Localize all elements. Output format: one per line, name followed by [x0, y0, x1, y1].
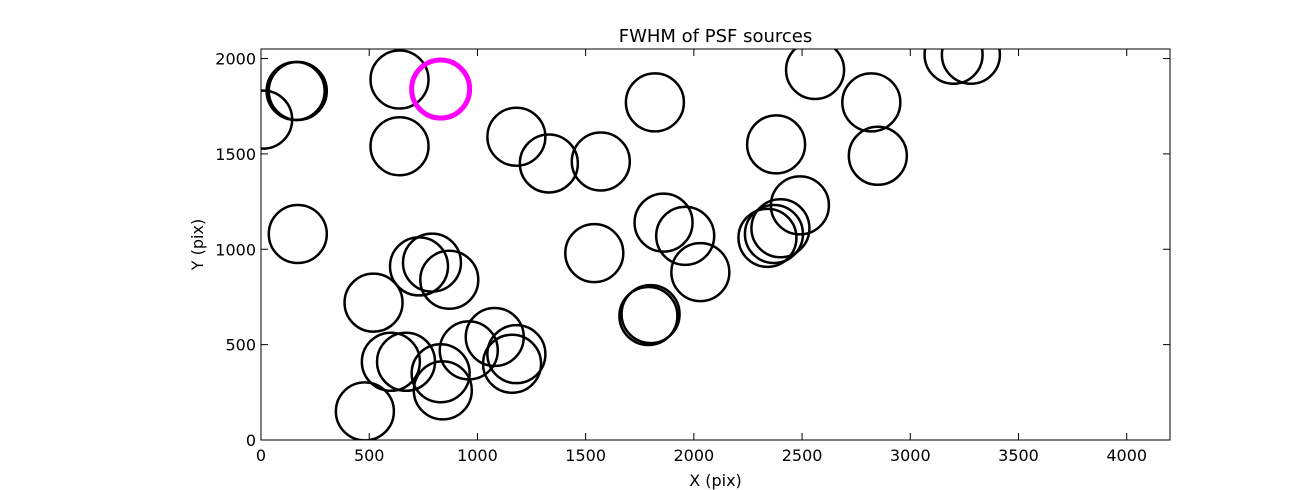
data-points-layer: [261, 49, 1002, 440]
data-point-circle: [750, 198, 811, 259]
x-tick-label: 2500: [782, 446, 823, 465]
data-point-circle: [618, 285, 679, 347]
data-point-circle: [486, 323, 547, 385]
y-tick-label: 1500: [215, 145, 256, 164]
y-tick-label: 2000: [215, 50, 256, 69]
x-tick-label: 0: [256, 446, 266, 465]
highlighted-data-point-circle: [409, 57, 473, 121]
data-point-circle: [670, 241, 731, 303]
data-point-circle: [737, 207, 798, 269]
x-axis-label: X (pix): [689, 471, 742, 490]
y-tick-label: 500: [225, 336, 256, 355]
data-point-circle: [267, 203, 329, 265]
data-point-circle: [743, 203, 805, 265]
data-point-circle: [564, 222, 625, 284]
data-point-circle: [620, 283, 681, 345]
data-point-circle: [745, 114, 807, 175]
x-tick-label: 3000: [890, 446, 931, 465]
x-tick-label: 500: [354, 446, 385, 465]
data-point-circle: [923, 49, 984, 85]
data-point-circle: [486, 106, 547, 167]
data-point-circle: [847, 125, 909, 187]
y-axis-label: Y (pix): [188, 219, 207, 271]
data-point-circle: [481, 333, 543, 394]
x-tick-label: 1500: [565, 446, 606, 465]
data-point-circle: [624, 72, 686, 133]
data-point-circle: [940, 49, 1002, 85]
y-tick-label: 0: [246, 431, 256, 450]
y-tick-label: 1000: [215, 240, 256, 259]
data-point-circle: [369, 49, 430, 110]
chart-title: FWHM of PSF sources: [619, 26, 813, 47]
plot-frame: [260, 48, 1171, 441]
data-point-circle: [334, 381, 396, 440]
data-point-circle: [784, 49, 846, 101]
axis-ticks-layer: 0 500 1000 1500 2000 2500 3000 3500 4000 0 500 1000…: [215, 49, 1170, 465]
x-tick-label: 3500: [998, 446, 1039, 465]
x-tick-label: 1000: [457, 446, 498, 465]
data-point-circle: [419, 249, 480, 311]
data-point-circle: [654, 205, 716, 267]
data-point-circle: [369, 116, 430, 177]
data-point-circle: [438, 320, 500, 381]
x-tick-label: 4000: [1106, 446, 1147, 465]
data-point-circle: [267, 60, 329, 122]
data-point-circle: [841, 72, 902, 133]
data-point-circle: [360, 331, 422, 393]
data-point-circle: [343, 272, 404, 333]
data-point-circle: [570, 131, 632, 192]
data-point-circle: [518, 133, 580, 194]
x-tick-label: 2000: [673, 446, 714, 465]
data-point-circle: [401, 232, 463, 293]
data-point-circle: [633, 192, 694, 253]
